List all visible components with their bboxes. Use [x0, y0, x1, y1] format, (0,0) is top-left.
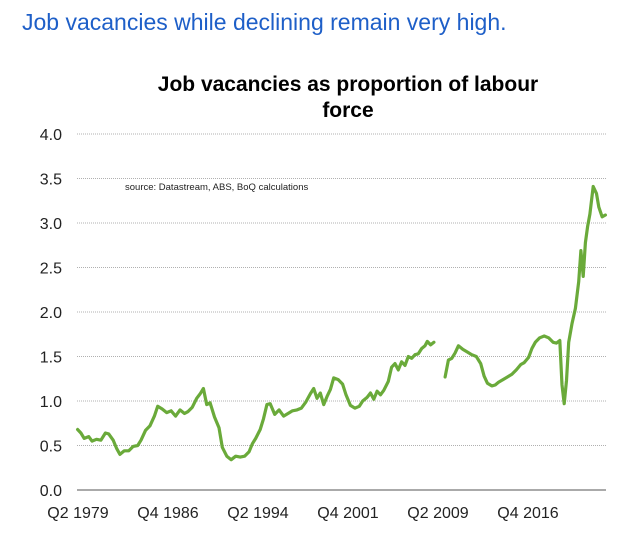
x-tick-label: Q2 2009 — [407, 505, 468, 522]
y-tick-label: 1.5 — [40, 350, 62, 367]
gridlines — [77, 133, 606, 446]
x-tick-label: Q4 2001 — [317, 505, 378, 522]
y-tick-label: 0.5 — [40, 439, 62, 456]
series-line-segment — [443, 184, 607, 406]
x-tick-label: Q4 2016 — [497, 505, 558, 522]
y-axis-labels: 0.0 0.5 1.0 1.5 2.0 2.5 3.0 3.5 4.0 — [40, 127, 62, 500]
y-tick-label: 3.0 — [40, 216, 62, 233]
x-tick-label: Q4 1986 — [137, 505, 198, 522]
x-tick-label: Q2 1979 — [47, 505, 108, 522]
source-note: source: Datastream, ABS, BoQ calculation… — [125, 182, 308, 193]
x-axis-labels: Q2 1979 Q4 1986 Q2 1994 Q4 2001 Q2 2009 Q4 20… — [47, 505, 558, 522]
y-tick-label: 1.0 — [40, 394, 62, 411]
chart-title-line2: force — [322, 99, 374, 122]
y-tick-label: 4.0 — [40, 127, 62, 144]
vacancy-series — [76, 184, 607, 462]
headline: Job vacancies while declining remain ver… — [22, 9, 507, 35]
y-tick-label: 2.5 — [40, 261, 62, 278]
chart-title-line1: Job vacancies as proportion of labour — [157, 73, 539, 96]
chart-title: Job vacancies as proportion of labour fo… — [88, 72, 608, 124]
x-tick-label: Q2 1994 — [227, 505, 288, 522]
y-tick-label: 3.5 — [40, 172, 62, 189]
y-tick-label: 0.0 — [40, 483, 62, 500]
series-line-segment — [76, 339, 436, 462]
y-tick-label: 2.0 — [40, 305, 62, 322]
